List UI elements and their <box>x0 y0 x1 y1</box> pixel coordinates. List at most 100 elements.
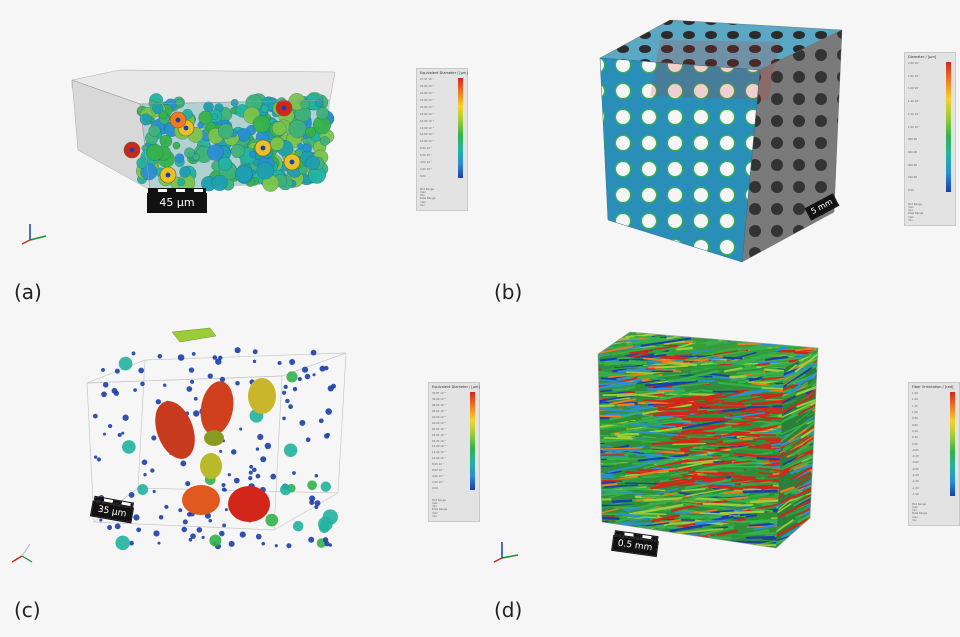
fiber <box>684 328 731 329</box>
fiber <box>809 519 818 546</box>
fiber <box>810 459 818 473</box>
fiber <box>638 394 659 398</box>
fiber <box>809 517 818 531</box>
fiber <box>811 474 818 502</box>
inclusion-sphere <box>301 366 309 373</box>
fiber <box>790 464 817 481</box>
fiber <box>584 464 596 466</box>
fiber <box>762 537 784 541</box>
legend-tick-label: 18.00 10⁻³ <box>432 433 446 437</box>
fiber <box>734 318 777 329</box>
legend-footer-text: min <box>432 514 437 518</box>
legend-tick-label: 2.00 10³ <box>908 62 919 65</box>
fiber <box>598 480 623 486</box>
fiber <box>794 347 813 352</box>
inclusion-sphere <box>190 533 196 540</box>
fiber <box>637 525 687 529</box>
inclusion-sphere <box>151 435 157 441</box>
inclusion-sphere <box>102 381 109 388</box>
legend-footer-text: max <box>432 501 438 505</box>
fiber <box>796 335 818 344</box>
fiber <box>724 422 741 425</box>
inclusion-sphere <box>157 354 163 359</box>
fiber <box>765 338 804 342</box>
fiber <box>609 398 637 405</box>
fiber <box>598 513 615 517</box>
inclusion-sphere <box>150 468 155 473</box>
fiber <box>727 332 775 336</box>
inclusion-sphere <box>249 464 253 469</box>
fiber <box>598 516 604 522</box>
fiber <box>598 516 620 521</box>
pore-sphere <box>136 157 148 169</box>
fiber <box>801 422 818 450</box>
fiber <box>817 332 818 333</box>
fiber <box>797 348 818 349</box>
legend-tick-label: 8.00 10⁻³ <box>432 463 445 467</box>
fiber <box>719 396 758 400</box>
fiber <box>612 345 664 356</box>
inclusion-sphere <box>136 527 142 533</box>
inclusion-sphere <box>308 536 315 543</box>
inclusion-sphere <box>255 473 261 479</box>
fiber <box>820 386 851 403</box>
legend-tick-label: 0.20 <box>912 436 918 440</box>
panel-b: 5 mm Diameter / [µm] 2.00 10³ 1.80 10³ 1.6… <box>480 0 960 318</box>
fiber <box>637 401 669 405</box>
fiber <box>629 512 667 515</box>
fiber <box>768 413 784 416</box>
inclusion-sphere <box>215 358 222 365</box>
fiber <box>815 337 832 343</box>
legend-tick-label: 26.00 10⁻³ <box>432 409 446 413</box>
fiber <box>763 533 784 538</box>
fiber <box>796 457 818 481</box>
fiber <box>798 348 818 365</box>
fiber <box>602 449 642 452</box>
inclusion-sphere <box>325 408 332 415</box>
fiber <box>809 414 818 425</box>
fiber <box>736 370 765 375</box>
fiber <box>598 508 619 517</box>
pore-sphere <box>297 143 304 150</box>
fiber <box>641 492 660 496</box>
pore-sphere <box>271 121 287 136</box>
inclusion-sphere <box>319 365 326 372</box>
fiber <box>683 539 722 548</box>
fiber <box>634 326 674 328</box>
fiber <box>816 348 818 366</box>
inclusion-sphere <box>177 354 185 361</box>
fiber <box>615 514 650 523</box>
legend-tick-label: 24.00 10⁻³ <box>420 91 434 95</box>
fiber <box>766 446 784 449</box>
fiber <box>740 348 782 360</box>
fiber <box>598 504 634 509</box>
fiber <box>622 486 650 491</box>
fiber <box>644 381 687 387</box>
fiber <box>802 531 818 548</box>
pore-sphere <box>211 174 228 191</box>
fiber <box>796 489 818 517</box>
fiber <box>656 541 701 545</box>
fiber <box>815 382 818 403</box>
fiber <box>802 422 818 434</box>
inclusion-sphere <box>101 391 107 398</box>
legend-tick-label: 600.00 <box>908 150 918 154</box>
fiber <box>805 323 844 330</box>
legend-footer-text: Data Range <box>908 212 924 216</box>
fiber <box>609 411 641 421</box>
inclusion-sphere <box>248 470 253 475</box>
panel-d: 0.5 mm Fiber Orientation / [rad] 1.56 1.4… <box>480 318 960 636</box>
fiber <box>721 440 739 444</box>
legend-tick-label: 0.80 <box>912 417 918 421</box>
fiber <box>664 392 716 397</box>
fiber <box>708 360 735 364</box>
inclusion-sphere <box>131 351 136 356</box>
fiber <box>598 378 619 383</box>
fiber <box>770 438 784 446</box>
fiber <box>708 328 745 330</box>
legend-footer-text: Data Range <box>912 512 928 516</box>
pore-sphere <box>211 113 218 121</box>
legend-tick-label: 32.87 10⁻³ <box>432 392 446 395</box>
fiber <box>598 394 635 403</box>
inclusion-sphere <box>108 424 113 429</box>
